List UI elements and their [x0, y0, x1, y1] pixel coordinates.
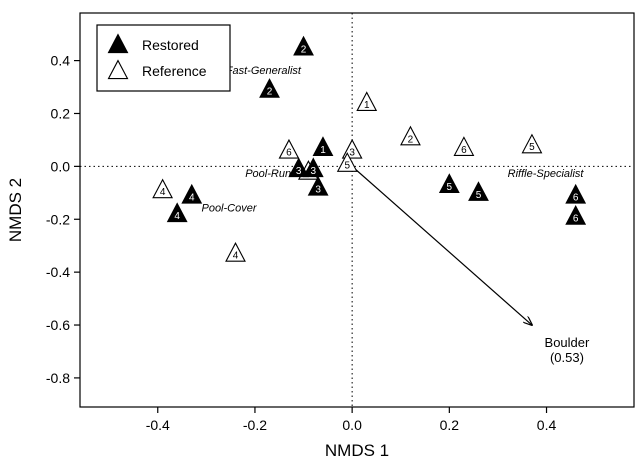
group-label: Pool-Run: [245, 168, 291, 180]
x-tick-label: 0.4: [537, 417, 557, 433]
group-label: Pool-Cover: [201, 202, 257, 214]
restored-point: [565, 204, 587, 225]
plot-frame: [79, 12, 635, 408]
point-label: 2: [301, 44, 307, 55]
point-label: 6: [286, 148, 292, 159]
point-label: 3: [310, 166, 316, 177]
y-tick-label: 0.4: [51, 53, 71, 69]
x-tick-label: 0.0: [342, 417, 362, 433]
point-label: 3: [315, 185, 321, 196]
vector-value-label: (0.53): [550, 350, 584, 365]
vector-name-label: Boulder: [545, 335, 590, 350]
restored-point: [468, 181, 489, 201]
restored-point: [181, 183, 203, 204]
restored-point: [293, 35, 314, 56]
vector-arrow: [351, 165, 532, 325]
legend-label: Reference: [142, 63, 207, 79]
reference-point: [453, 136, 475, 156]
point-label: 5: [344, 161, 350, 172]
x-tick-label: -0.2: [243, 417, 267, 433]
reference-point: [152, 178, 174, 199]
point-label: 5: [476, 190, 482, 201]
reference-point: [521, 133, 543, 154]
group-label: Riffle-Specialist: [508, 168, 585, 180]
point-label: 6: [573, 192, 579, 203]
reference-point: [225, 242, 246, 262]
reference-point: [278, 138, 300, 159]
point-label: 4: [174, 211, 180, 222]
reference-point: [400, 125, 421, 146]
restored-point: [438, 173, 460, 193]
legend-box: [96, 24, 231, 92]
legend-label: Restored: [142, 37, 199, 53]
x-tick-label: -0.4: [146, 417, 170, 433]
reference-point: [356, 91, 378, 112]
y-tick-label: -0.6: [46, 317, 70, 333]
y-tick-label: -0.8: [46, 370, 70, 386]
point-label: 6: [461, 145, 467, 156]
point-label: 2: [408, 134, 414, 145]
legend-marker: [107, 59, 129, 80]
y-tick-label: -0.2: [46, 211, 70, 227]
restored-point: [166, 202, 188, 223]
point-label: 6: [573, 214, 579, 225]
y-axis-title: NMDS 2: [6, 178, 25, 242]
legend-marker: [107, 33, 129, 54]
point-label: 5: [447, 182, 453, 193]
restored-point: [565, 183, 587, 204]
point-label: 5: [529, 142, 535, 153]
y-tick-label: -0.4: [46, 264, 70, 280]
restored-point: [302, 157, 324, 178]
point-label: 1: [364, 100, 370, 111]
point-label: 2: [267, 87, 273, 98]
point-label: 3: [349, 148, 355, 159]
point-label: 4: [189, 192, 195, 203]
restored-point: [312, 136, 334, 156]
reference-point: [336, 152, 358, 172]
x-tick-label: 0.2: [440, 417, 460, 433]
point-label: 1: [320, 145, 326, 156]
restored-point: [307, 175, 329, 196]
restored-point: [288, 157, 310, 178]
point-label: 4: [160, 187, 166, 198]
y-tick-label: 0.0: [51, 158, 71, 174]
y-tick-label: 0.2: [51, 105, 71, 121]
point-label: 3: [296, 166, 302, 177]
restored-point: [259, 78, 280, 98]
group-label: Fast-Generalist: [226, 65, 302, 77]
x-axis-title: NMDS 1: [325, 441, 389, 460]
point-label: 4: [233, 251, 239, 262]
